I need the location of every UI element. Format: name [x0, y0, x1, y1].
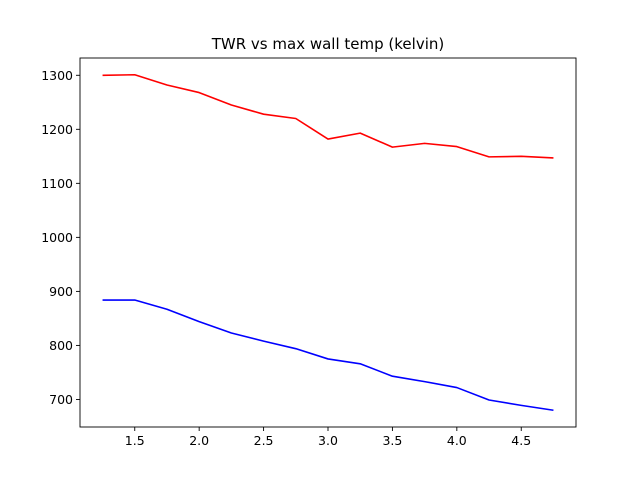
x-tick-label: 4.0: [447, 433, 467, 448]
y-tick-label: 800: [49, 338, 73, 353]
series-line-1: [102, 73, 554, 159]
x-tick-label: 2.5: [254, 433, 274, 448]
y-tick-label: 1000: [41, 230, 73, 245]
x-tick-label: 1.5: [125, 433, 145, 448]
x-tick-label: 3.5: [382, 433, 402, 448]
series-line-2: [102, 299, 554, 412]
plot-area: 1.5 2.0 2.5 3.0 3.5 4.0 4.5 700 800 900 1000 1100 12…: [41, 57, 577, 448]
x-tick-label: 3.0: [318, 433, 338, 448]
y-tick-label: 1100: [41, 176, 73, 191]
y-tick-label: 900: [49, 284, 73, 299]
chart-title: TWR vs max wall temp (kelvin): [211, 35, 444, 53]
x-tick-label: 4.5: [511, 433, 531, 448]
y-tick-label: 1300: [41, 68, 73, 83]
y-tick-label: 1200: [41, 122, 73, 137]
x-tick-label: 2.0: [189, 433, 209, 448]
y-tick-label: 700: [49, 392, 73, 407]
plot-frame: [79, 57, 577, 428]
